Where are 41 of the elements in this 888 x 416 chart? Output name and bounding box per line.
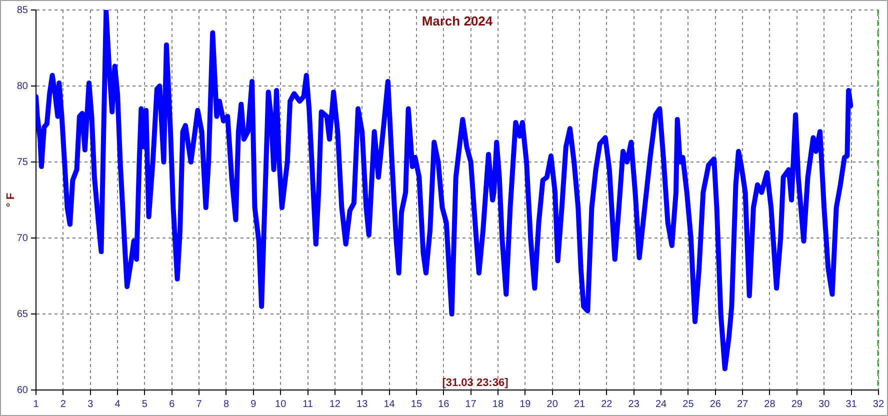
x-tick-label: 6: [169, 398, 176, 410]
y-axis-title: ° F: [5, 192, 18, 208]
x-tick-label: 32: [872, 398, 884, 410]
y-tick-label: 70: [16, 232, 28, 244]
x-tick-label: 12: [329, 398, 341, 410]
chart-title: March 2024: [422, 14, 494, 29]
y-tick-label: 85: [16, 4, 28, 16]
x-tick-label: 9: [250, 398, 257, 410]
annotation: [31.03 23:36]: [442, 377, 509, 390]
x-tick-label: 14: [384, 398, 396, 410]
x-tick-label: 7: [196, 398, 202, 410]
x-tick-label: 22: [601, 398, 613, 410]
x-tick-label: 21: [574, 398, 586, 410]
x-tick-label: 10: [275, 398, 287, 410]
x-tick-label: 27: [737, 398, 749, 410]
x-tick-label: 2: [60, 398, 66, 410]
x-tick-label: 5: [142, 398, 148, 410]
y-tick-label: 60: [16, 384, 28, 396]
x-tick-label: 23: [628, 398, 640, 410]
x-tick-label: 13: [356, 398, 368, 410]
x-tick-label: 17: [465, 398, 477, 410]
x-tick-label: 16: [438, 398, 450, 410]
x-tick-label: 4: [114, 398, 121, 410]
y-tick-label: 65: [16, 308, 28, 320]
x-tick-label: 20: [546, 398, 558, 410]
x-tick-label: 31: [846, 398, 858, 410]
x-tick-label: 26: [710, 398, 722, 410]
y-tick-label: 80: [16, 80, 28, 92]
y-tick-label: 75: [16, 156, 28, 168]
x-tick-label: 11: [302, 398, 314, 410]
x-tick-label: 19: [520, 398, 532, 410]
x-tick-label: 25: [682, 398, 694, 410]
x-tick-label: 8: [223, 398, 230, 410]
x-tick-label: 24: [655, 398, 668, 410]
x-tick-label: 1: [33, 398, 40, 410]
x-tick-label: 29: [791, 398, 803, 410]
x-tick-label: 28: [764, 398, 776, 410]
x-tick-label: 3: [88, 398, 94, 410]
x-tick-label: 18: [492, 398, 504, 410]
x-tick-label: 15: [410, 398, 422, 410]
x-tick-label: 30: [818, 398, 830, 410]
